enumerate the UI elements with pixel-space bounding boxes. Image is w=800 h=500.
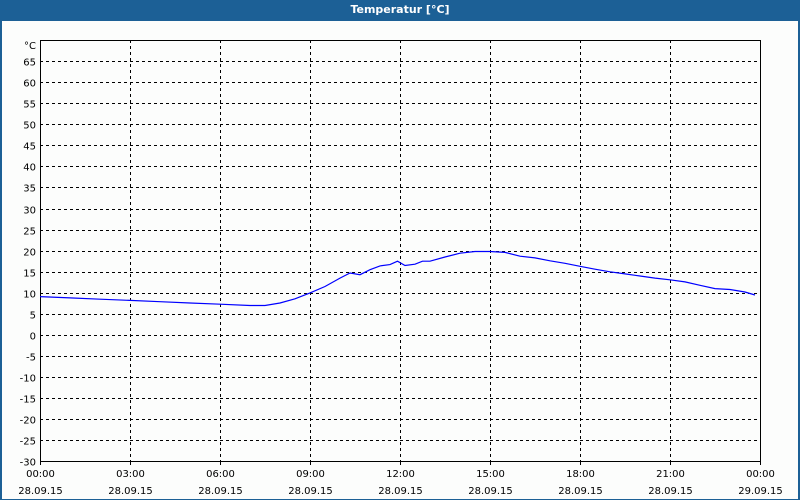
x-tick-date: 28.09.15	[468, 486, 513, 497]
x-tick-time: 03:00	[116, 469, 145, 480]
x-tick-date: 29.09.15	[738, 486, 783, 497]
y-tick-label: 65	[23, 58, 36, 69]
x-tick-date: 28.09.15	[558, 486, 603, 497]
x-tick-time: 15:00	[476, 469, 505, 480]
y-tick-label: 40	[23, 163, 36, 174]
x-tick-date: 28.09.15	[198, 486, 243, 497]
y-tick-label: -25	[20, 437, 36, 448]
y-tick-label: 60	[23, 79, 36, 90]
x-tick-date: 28.09.15	[378, 486, 423, 497]
y-tick-label: -30	[20, 458, 36, 469]
y-tick-label: 5	[30, 311, 36, 322]
y-tick-label: 20	[23, 248, 36, 259]
temperature-line	[39, 250, 756, 307]
y-tick-label: -10	[20, 374, 36, 385]
window-title: Temperatur [°C]	[350, 3, 450, 16]
y-tick-label: 10	[23, 290, 36, 301]
x-tick-date: 28.09.15	[108, 486, 153, 497]
y-tick-label: 45	[23, 142, 36, 153]
x-tick-date: 28.09.15	[288, 486, 333, 497]
plot-border	[40, 40, 761, 462]
x-tick-time: 21:00	[656, 469, 685, 480]
x-tick-time: 00:00	[26, 469, 55, 480]
y-tick-label: 25	[23, 227, 36, 238]
x-tick-time: 00:00	[746, 469, 775, 480]
x-tick-time: 18:00	[566, 469, 595, 480]
y-tick-label: 35	[23, 184, 36, 195]
y-tick-label: -15	[20, 395, 36, 406]
x-tick-date: 28.09.15	[648, 486, 693, 497]
y-tick-label: 0	[30, 332, 36, 343]
x-tick-time: 06:00	[206, 469, 235, 480]
y-tick-label: 55	[23, 100, 36, 111]
y-tick-label: 50	[23, 121, 36, 132]
y-axis-unit: °C	[24, 41, 36, 52]
y-tick-label: -20	[20, 416, 36, 427]
y-tick-label: 15	[23, 269, 36, 280]
x-tick-time: 12:00	[386, 469, 415, 480]
x-tick-time: 09:00	[296, 469, 325, 480]
x-tick-date: 28.09.15	[18, 486, 63, 497]
y-tick-label: -5	[26, 353, 36, 364]
y-tick-label: 30	[23, 206, 36, 217]
